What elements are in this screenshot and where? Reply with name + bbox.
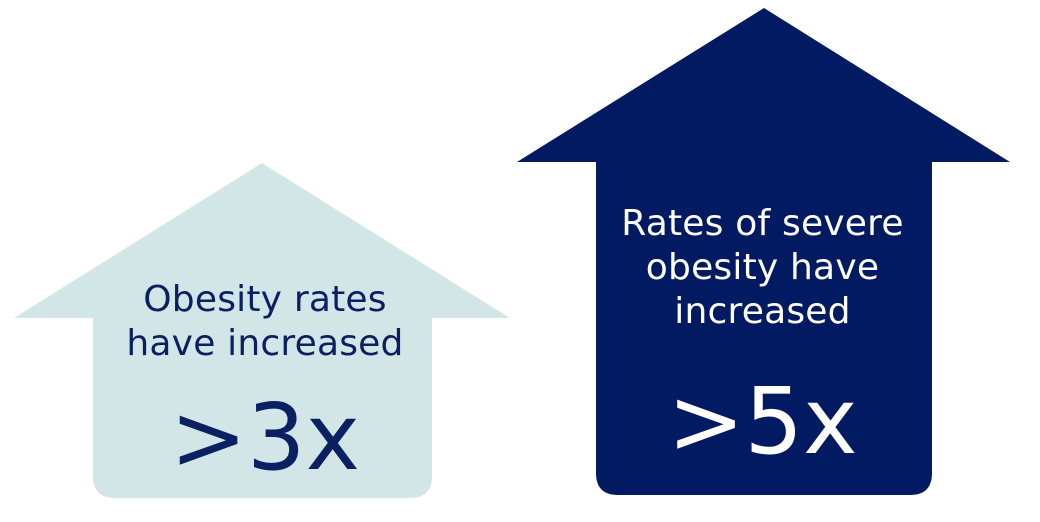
label-line: have increased [126, 323, 404, 364]
label-line: Rates of severe [621, 203, 904, 244]
obesity-rates-value: >3x [169, 384, 361, 491]
dark-up-arrow [517, 8, 1010, 495]
label-line: obesity have [645, 247, 880, 288]
label-line: increased [674, 291, 851, 332]
light-up-arrow [14, 163, 510, 498]
severe-obesity-label: Rates of severe obesity have increased [595, 202, 930, 334]
label-line: Obesity rates [143, 279, 387, 320]
obesity-rates-label: Obesity rates have increased [95, 278, 435, 366]
severe-obesity-value: >5x [667, 368, 858, 475]
